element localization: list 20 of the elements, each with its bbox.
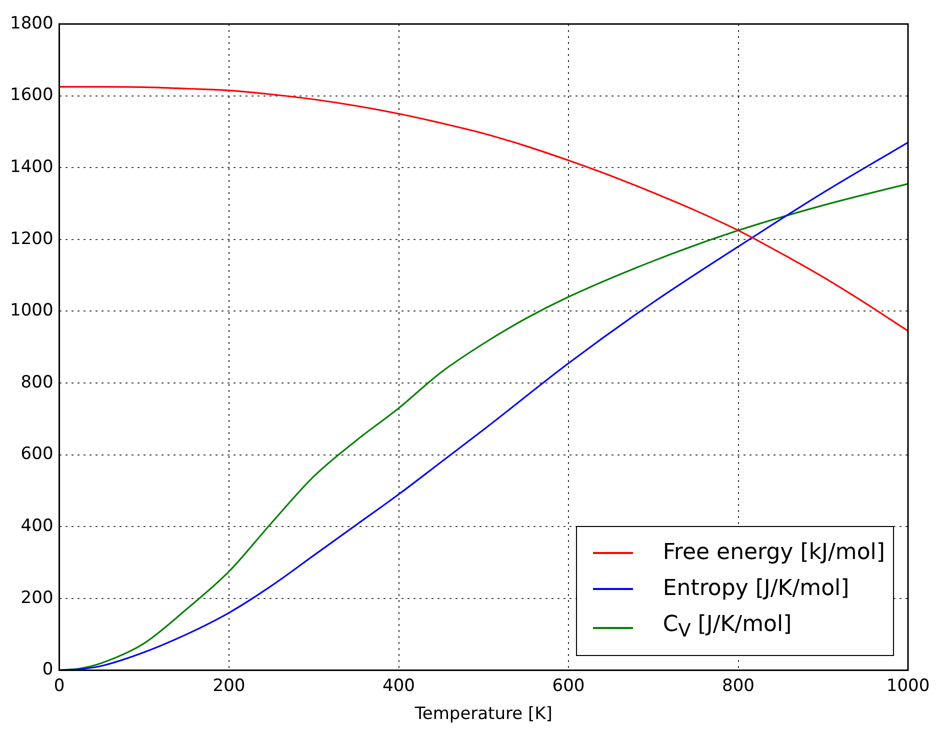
y-tick-label: 800 [20,372,54,392]
y-tick-label: 1600 [10,85,54,106]
y-tick-label: 1400 [10,157,54,178]
y-tick-label: 1000 [10,300,54,321]
legend-label: Entropy [J/K/mol] [662,574,850,603]
y-tick-label: 1200 [10,228,54,249]
x-tick-label: 600 [552,676,585,696]
x-tick-label: 1000 [886,676,930,696]
y-tick-label: 600 [20,444,54,464]
y-tick-label: 0 [42,660,54,680]
y-tick-label: 200 [20,588,54,608]
y-tick-label: 1800 [10,13,54,34]
line-series [59,86,908,332]
x-tick-label: 400 [382,676,415,696]
legend-label: C$_{V}$ [J/K/mol] [662,610,792,644]
x-axis-title: Temperature [K] [414,704,552,724]
y-tick-label: 400 [20,516,54,536]
x-tick-label: 800 [722,676,754,696]
x-tick-label: 200 [212,676,246,696]
legend-label: Free energy [kJ/mol] [662,538,885,567]
